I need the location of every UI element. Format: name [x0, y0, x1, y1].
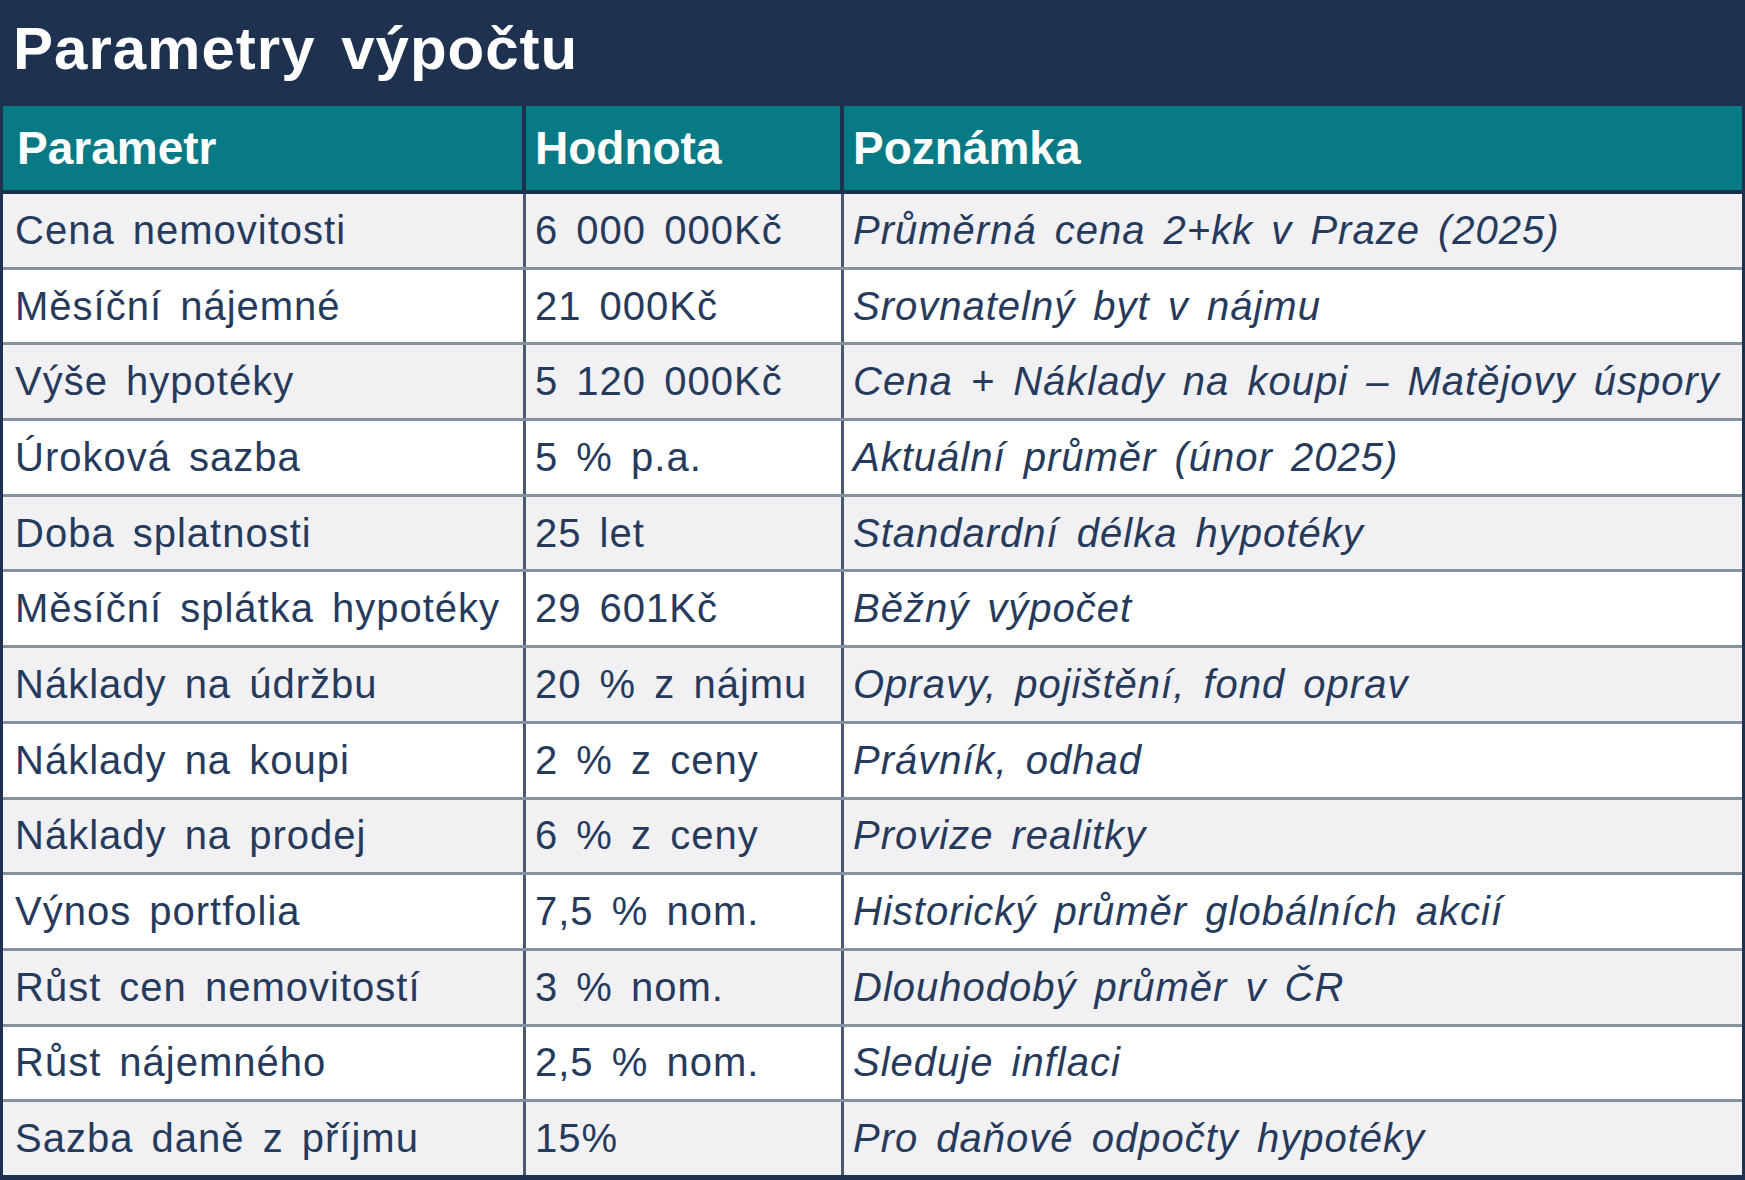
cell-poznamka: Cena + Náklady na koupi – Matějovy úspor… [844, 345, 1742, 418]
cell-poznamka: Právník, odhad [844, 724, 1742, 797]
cell-parametr: Náklady na prodej [3, 800, 526, 873]
table-row: Růst cen nemovitostí3 % nom.Dlouhodobý p… [3, 948, 1742, 1024]
cell-poznamka: Aktuální průměr (únor 2025) [844, 421, 1742, 494]
table-row: Výnos portfolia7,5 % nom.Historický prům… [3, 872, 1742, 948]
cell-hodnota: 29 601Kč [526, 572, 844, 645]
cell-hodnota: 25 let [526, 497, 844, 570]
cell-hodnota: 6 000 000Kč [526, 194, 844, 267]
cell-hodnota: 21 000Kč [526, 270, 844, 343]
table-row: Cena nemovitosti6 000 000KčPrůměrná cena… [3, 194, 1742, 267]
table-row: Růst nájemného2,5 % nom.Sleduje inflaci [3, 1024, 1742, 1100]
table-row: Náklady na údržbu20 % z nájmuOpravy, poj… [3, 645, 1742, 721]
cell-poznamka: Pro daňové odpočty hypotéky [844, 1102, 1742, 1175]
cell-parametr: Růst cen nemovitostí [3, 951, 526, 1024]
cell-poznamka: Opravy, pojištění, fond oprav [844, 648, 1742, 721]
cell-parametr: Růst nájemného [3, 1027, 526, 1100]
cell-parametr: Výnos portfolia [3, 875, 526, 948]
column-header-hodnota: Hodnota [526, 106, 844, 190]
cell-parametr: Cena nemovitosti [3, 194, 526, 267]
cell-poznamka: Historický průměr globálních akcií [844, 875, 1742, 948]
table-body: Cena nemovitosti6 000 000KčPrůměrná cena… [3, 194, 1742, 1175]
cell-hodnota: 15% [526, 1102, 844, 1175]
cell-parametr: Výše hypotéky [3, 345, 526, 418]
cell-hodnota: 7,5 % nom. [526, 875, 844, 948]
cell-poznamka: Dlouhodobý průměr v ČR [844, 951, 1742, 1024]
column-header-parametr: Parametr [3, 106, 526, 190]
table-row: Výše hypotéky5 120 000KčCena + Náklady n… [3, 342, 1742, 418]
cell-parametr: Úroková sazba [3, 421, 526, 494]
cell-hodnota: 3 % nom. [526, 951, 844, 1024]
cell-poznamka: Sleduje inflaci [844, 1027, 1742, 1100]
cell-parametr: Sazba daně z příjmu [3, 1102, 526, 1175]
column-header-poznamka: Poznámka [844, 106, 1742, 190]
cell-poznamka: Provize realitky [844, 800, 1742, 873]
cell-hodnota: 2 % z ceny [526, 724, 844, 797]
cell-poznamka: Průměrná cena 2+kk v Praze (2025) [844, 194, 1742, 267]
cell-hodnota: 6 % z ceny [526, 800, 844, 873]
cell-poznamka: Běžný výpočet [844, 572, 1742, 645]
table-row: Měsíční nájemné21 000KčSrovnatelný byt v… [3, 267, 1742, 343]
cell-parametr: Měsíční nájemné [3, 270, 526, 343]
table-row: Měsíční splátka hypotéky29 601KčBěžný vý… [3, 569, 1742, 645]
table-row: Úroková sazba5 % p.a.Aktuální průměr (ún… [3, 418, 1742, 494]
table-row: Sazba daně z příjmu15%Pro daňové odpočty… [3, 1099, 1742, 1175]
cell-hodnota: 2,5 % nom. [526, 1027, 844, 1100]
parameters-page: Parametry výpočtu Parametr Hodnota Pozná… [0, 0, 1745, 1180]
cell-hodnota: 5 120 000Kč [526, 345, 844, 418]
cell-parametr: Měsíční splátka hypotéky [3, 572, 526, 645]
parameters-table: Parametr Hodnota Poznámka Cena nemovitos… [0, 106, 1745, 1180]
page-title: Parametry výpočtu [0, 0, 1745, 106]
cell-parametr: Náklady na údržbu [3, 648, 526, 721]
cell-hodnota: 5 % p.a. [526, 421, 844, 494]
table-header-row: Parametr Hodnota Poznámka [3, 106, 1742, 194]
cell-poznamka: Srovnatelný byt v nájmu [844, 270, 1742, 343]
table-row: Náklady na koupi2 % z cenyPrávník, odhad [3, 721, 1742, 797]
table-row: Doba splatnosti25 letStandardní délka hy… [3, 494, 1742, 570]
cell-poznamka: Standardní délka hypotéky [844, 497, 1742, 570]
cell-hodnota: 20 % z nájmu [526, 648, 844, 721]
cell-parametr: Náklady na koupi [3, 724, 526, 797]
cell-parametr: Doba splatnosti [3, 497, 526, 570]
table-row: Náklady na prodej6 % z cenyProvize reali… [3, 797, 1742, 873]
